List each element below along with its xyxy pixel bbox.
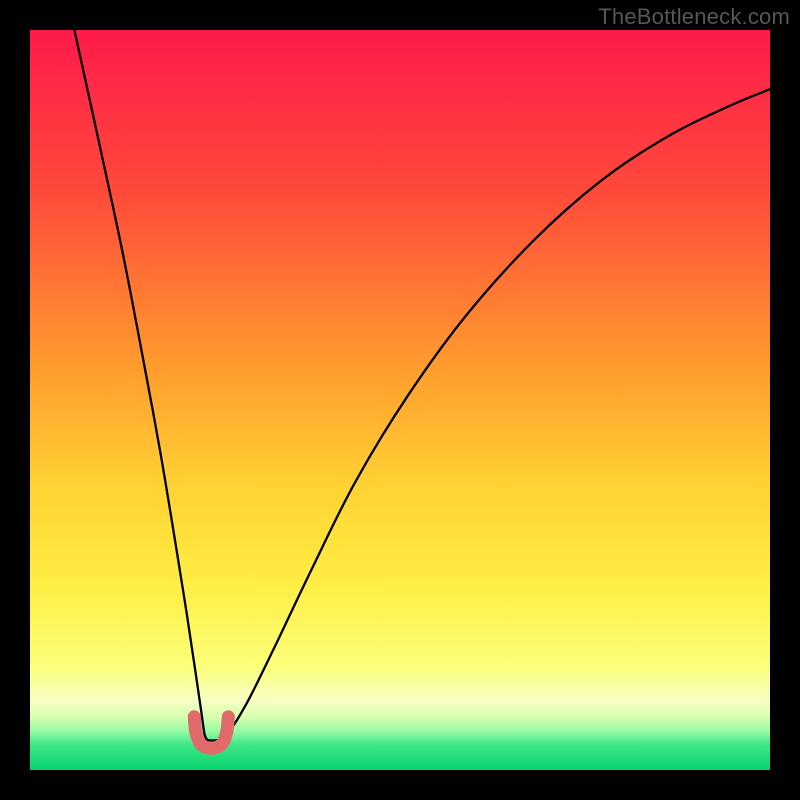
stage: TheBottleneck.com xyxy=(0,0,800,800)
plot-svg xyxy=(0,0,800,800)
watermark-text: TheBottleneck.com xyxy=(598,4,790,30)
